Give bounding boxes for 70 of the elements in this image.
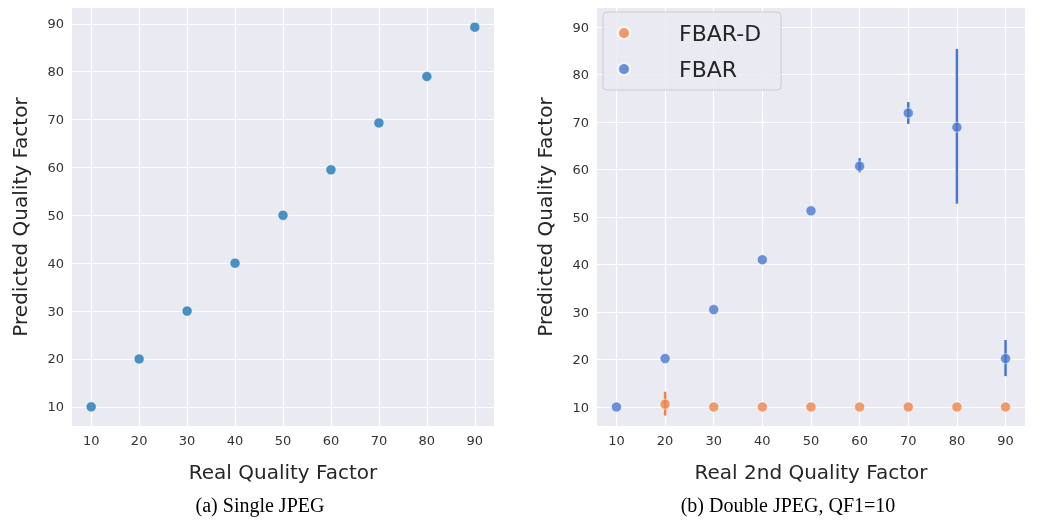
point [854,160,865,172]
point [708,401,720,413]
y-tick-label: 40 [572,257,589,272]
point [951,401,963,413]
point [85,401,97,413]
x-tick-label: 40 [226,433,244,448]
y-tick-label: 30 [572,304,589,320]
point [805,205,817,217]
x-tick-label: 70 [370,433,388,448]
y-tick-label: 60 [572,162,589,177]
point [1000,401,1011,413]
y-tick-label: 80 [572,67,589,82]
y-axis-title: Predicted Quality Factor [8,96,32,337]
x-tick-label: 90 [997,433,1014,448]
text: (a) Single JPEG [195,494,325,517]
y-tick-label: 70 [47,112,64,128]
x-tick-label: 10 [82,433,100,448]
x-tick-label: 20 [656,433,674,448]
x-tick-label: 80 [418,433,436,448]
point [277,210,289,221]
y-tick-label: 20 [47,351,64,367]
point [611,401,622,413]
y-tick-label: 30 [47,303,64,319]
point [805,401,817,413]
x-tick-label: 80 [948,433,966,448]
y-tick-label: 90 [47,16,64,32]
y-tick-label: 80 [47,64,64,80]
y-tick-label: 10 [47,399,64,415]
point [469,21,481,33]
x-axis-title: Real Quality Factor [188,460,379,484]
y-tick-label: 50 [572,209,589,225]
legend-label: FBAR-D [679,20,762,46]
x-tick-label: 30 [705,433,722,448]
point [659,353,671,364]
y-tick-label: 40 [47,255,64,271]
text: (b) Double JPEG, QF1=10 [680,494,896,517]
point [951,121,963,133]
y-tick-label: 70 [572,114,589,130]
point [181,305,193,317]
point [854,401,865,413]
x-axis-title: Real 2nd Quality Factor [694,460,929,484]
point [902,107,914,119]
y-tick-label: 50 [47,207,64,223]
point [902,401,914,413]
x-tick-label: 50 [274,433,292,448]
point [659,398,671,410]
y-tick-label: 60 [47,159,64,175]
x-tick-label: 50 [802,433,820,448]
y-tick-label: 90 [572,19,589,35]
y-tick-label: 10 [572,399,589,415]
point [757,254,768,266]
x-tick-label: 70 [900,433,917,448]
point [325,164,337,176]
x-tick-label: 30 [178,433,196,448]
x-tick-label: 60 [322,433,340,448]
x-tick-label: 90 [466,433,484,448]
point [757,401,768,413]
point [133,353,145,365]
x-tick-label: 20 [130,433,148,448]
legend-label: FBAR [679,56,738,82]
point [229,257,241,269]
point [421,71,433,82]
x-tick-label: 60 [851,433,868,448]
x-tick-label: 10 [608,433,625,448]
x-tick-label: 40 [754,433,771,448]
y-axis-title: Predicted Quality Factor [533,96,557,337]
point [1000,353,1011,364]
point [708,304,720,315]
y-tick-label: 20 [572,352,589,367]
point [373,117,385,129]
